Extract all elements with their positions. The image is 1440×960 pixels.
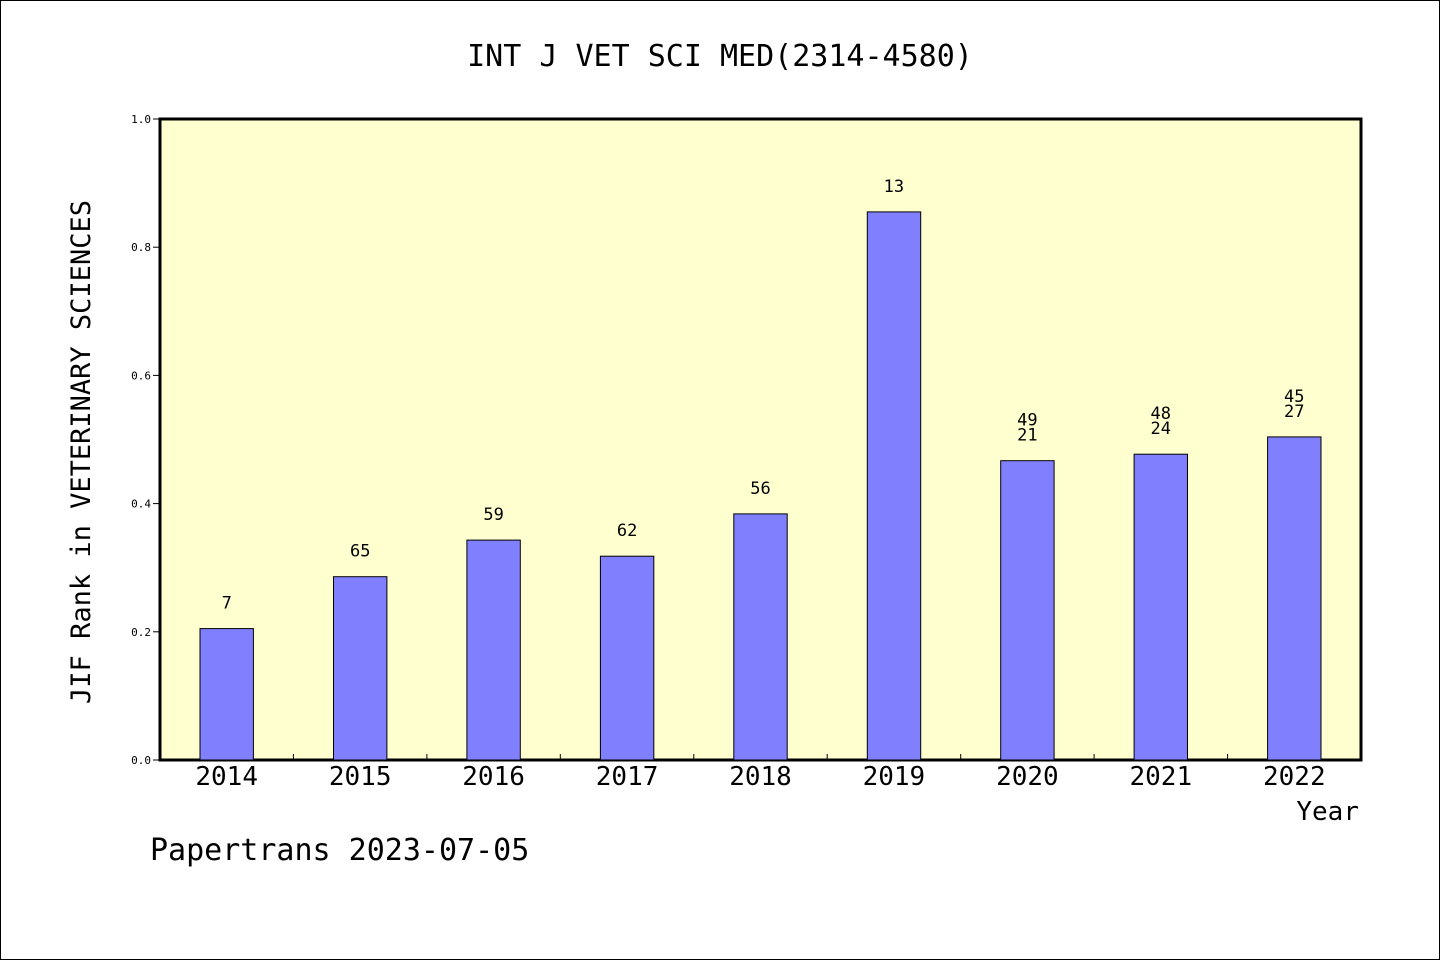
x-tick-label: 2016 <box>462 762 525 792</box>
y-tick-label: 0.2 <box>131 626 151 639</box>
y-tick-label: 0.6 <box>131 369 151 382</box>
bar-2018 <box>733 513 788 761</box>
y-tick-label: 1.0 <box>131 113 151 126</box>
bar-value-label: 48 <box>1151 404 1171 424</box>
bar-2022 <box>1267 436 1322 761</box>
bar-value-label: 27 <box>1284 402 1304 422</box>
bar-value-label: 56 <box>750 479 770 499</box>
bar-value-label: 7 <box>222 594 232 614</box>
chart-title: INT J VET SCI MED(2314-4580) <box>467 39 973 74</box>
bar-value-label: 59 <box>483 505 503 525</box>
y-tick-label: 0.0 <box>131 754 151 767</box>
y-axis-label: JIF Rank in VETERINARY SCIENCES <box>66 200 97 704</box>
bar-value-label: 24 <box>1151 419 1171 439</box>
footer-watermark-text: Papertrans 2023-07-05 <box>150 833 530 868</box>
bar-2021 <box>1133 453 1188 761</box>
bar-2016 <box>466 539 521 761</box>
bar-2015 <box>333 576 388 761</box>
bar-value-label: 65 <box>350 542 370 562</box>
bars-layer <box>199 211 1322 761</box>
x-tick-label: 2018 <box>729 762 792 792</box>
y-tick-label: 0.8 <box>131 241 151 254</box>
x-tick-label: 2017 <box>596 762 659 792</box>
x-tick-label: 2020 <box>996 762 1059 792</box>
x-tick-label: 2021 <box>1129 762 1192 792</box>
x-tick-label: 2015 <box>329 762 392 792</box>
bar-2014 <box>199 628 254 761</box>
bar-value-label: 49 <box>1017 411 1037 431</box>
x-tick-label: 2019 <box>863 762 926 792</box>
x-tick-label: 2014 <box>195 762 258 792</box>
bar-value-label: 45 <box>1284 387 1304 407</box>
y-tick-label: 0.4 <box>131 498 151 511</box>
x-tick-label: 2022 <box>1263 762 1326 792</box>
bar-value-label: 21 <box>1017 426 1037 446</box>
x-axis-label: Year <box>1296 797 1359 827</box>
bar-value-label: 62 <box>617 521 637 541</box>
bar-2017 <box>599 555 655 761</box>
bar-value-label: 13 <box>884 177 904 197</box>
x-axis: 2014 2015 2016 2017 2018 2019 2020 2021 2022 <box>195 754 1326 792</box>
bar-2019 <box>866 211 922 761</box>
bar-2020 <box>1000 460 1055 761</box>
y-axis: 0.0 0.2 0.4 0.6 0.8 1.0 <box>131 113 160 767</box>
